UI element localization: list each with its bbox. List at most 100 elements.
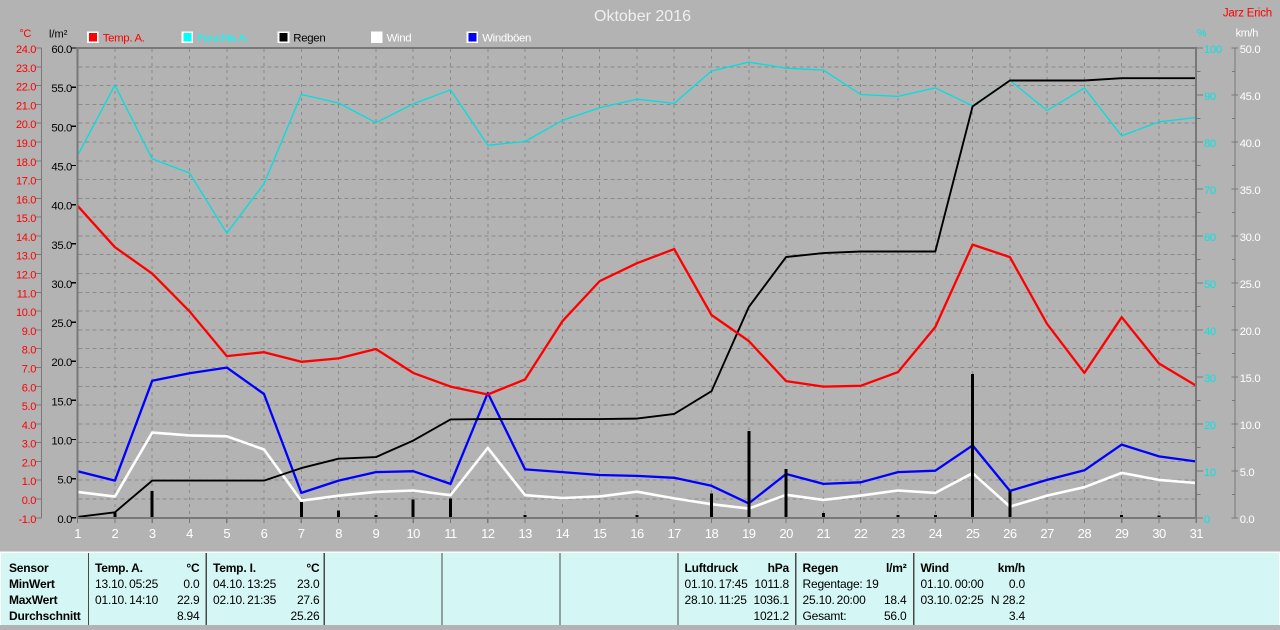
- svg-text:l/m²: l/m²: [49, 28, 68, 40]
- svg-text:5.0: 5.0: [1240, 467, 1255, 479]
- svg-text:6: 6: [261, 526, 268, 541]
- svg-text:01.10.: 01.10.: [921, 577, 953, 591]
- svg-text:Windböen: Windböen: [482, 32, 531, 44]
- svg-text:20:00: 20:00: [837, 593, 867, 607]
- svg-text:18.0: 18.0: [16, 157, 36, 169]
- svg-text:-1.0: -1.0: [18, 514, 36, 526]
- svg-text:Temp. A.: Temp. A.: [103, 32, 145, 44]
- svg-text:19.0: 19.0: [16, 138, 36, 150]
- svg-text:56.0: 56.0: [884, 609, 907, 623]
- svg-text:12: 12: [481, 526, 495, 541]
- svg-text:5.0: 5.0: [57, 475, 72, 487]
- svg-text:N 28.2: N 28.2: [991, 593, 1026, 607]
- svg-text:30: 30: [1204, 373, 1216, 385]
- svg-text:30.0: 30.0: [1240, 232, 1261, 244]
- svg-text:1011.8: 1011.8: [754, 577, 789, 591]
- svg-text:10.0: 10.0: [1240, 420, 1261, 432]
- svg-text:1: 1: [74, 526, 81, 541]
- svg-text:03.10.: 03.10.: [921, 593, 953, 607]
- svg-text:02.10.: 02.10.: [213, 593, 245, 607]
- svg-text:11: 11: [444, 526, 457, 541]
- svg-text:22: 22: [854, 526, 868, 541]
- svg-text:Oktober 2016: Oktober 2016: [594, 8, 691, 25]
- svg-text:15.0: 15.0: [1240, 373, 1261, 385]
- svg-text:24.0: 24.0: [16, 44, 36, 56]
- svg-text:40.0: 40.0: [1240, 138, 1261, 150]
- svg-text:80: 80: [1204, 138, 1216, 150]
- svg-text:MinWert: MinWert: [9, 577, 55, 591]
- svg-text:22.9: 22.9: [177, 593, 200, 607]
- svg-text:km/h: km/h: [1236, 28, 1259, 40]
- svg-text:0.0: 0.0: [1240, 514, 1255, 526]
- svg-text:3.0: 3.0: [22, 439, 36, 451]
- svg-text:27.6: 27.6: [297, 593, 320, 607]
- svg-text:2: 2: [112, 526, 119, 541]
- svg-text:3.4: 3.4: [1009, 609, 1026, 623]
- svg-text:21:35: 21:35: [247, 593, 277, 607]
- svg-text:Wind: Wind: [921, 561, 949, 575]
- svg-text:Temp. A.: Temp. A.: [95, 561, 143, 575]
- svg-text:28: 28: [1078, 526, 1092, 541]
- svg-text:2.0: 2.0: [22, 457, 36, 469]
- svg-text:10.0: 10.0: [16, 307, 36, 319]
- svg-text:20: 20: [1204, 420, 1216, 432]
- svg-text:4.0: 4.0: [22, 420, 36, 432]
- svg-text:7.0: 7.0: [22, 364, 36, 376]
- svg-text:Regen: Regen: [803, 561, 839, 575]
- svg-text:0.0: 0.0: [22, 495, 36, 507]
- svg-text:3: 3: [149, 526, 156, 541]
- svg-text:50.0: 50.0: [51, 122, 72, 134]
- svg-text:60.0: 60.0: [51, 44, 72, 56]
- svg-text:11.0: 11.0: [17, 288, 36, 300]
- svg-text:1036.1: 1036.1: [753, 593, 789, 607]
- svg-text:17:45: 17:45: [719, 577, 749, 591]
- svg-text:55.0: 55.0: [51, 83, 72, 95]
- svg-text:15: 15: [593, 526, 607, 541]
- svg-text:17: 17: [667, 526, 681, 541]
- svg-text:11:25: 11:25: [719, 593, 748, 607]
- svg-text:°C: °C: [19, 28, 31, 40]
- svg-text:5.0: 5.0: [22, 401, 36, 413]
- svg-text:8.0: 8.0: [22, 345, 36, 357]
- svg-text:9.0: 9.0: [22, 326, 36, 338]
- svg-text:13:25: 13:25: [247, 577, 277, 591]
- svg-text:17.0: 17.0: [16, 176, 36, 188]
- svg-text:13: 13: [518, 526, 532, 541]
- svg-text:30.0: 30.0: [51, 279, 72, 291]
- svg-text:50: 50: [1204, 279, 1216, 291]
- svg-text:km/h: km/h: [998, 561, 1025, 575]
- svg-text:10: 10: [406, 526, 420, 541]
- svg-text:23: 23: [891, 526, 905, 541]
- svg-text:25.26: 25.26: [290, 609, 320, 623]
- svg-text:20.0: 20.0: [51, 357, 72, 369]
- svg-text:20.0: 20.0: [1240, 326, 1261, 338]
- svg-text:Wind: Wind: [387, 32, 412, 44]
- svg-text:21: 21: [817, 526, 831, 541]
- svg-text:0.0: 0.0: [1009, 577, 1026, 591]
- svg-text:0: 0: [1204, 514, 1210, 526]
- svg-text:45.0: 45.0: [1240, 91, 1261, 103]
- svg-text:23.0: 23.0: [297, 577, 320, 591]
- svg-text:6.0: 6.0: [22, 382, 36, 394]
- svg-text:40: 40: [1204, 326, 1216, 338]
- svg-text:10: 10: [1204, 467, 1216, 479]
- svg-text:Regen: Regen: [293, 32, 325, 44]
- svg-text:05:25: 05:25: [129, 577, 159, 591]
- svg-text:Jarz Erich: Jarz Erich: [1223, 7, 1272, 19]
- svg-text:18: 18: [705, 526, 719, 541]
- svg-text:70: 70: [1204, 185, 1216, 197]
- svg-text:MaxWert: MaxWert: [9, 593, 58, 607]
- svg-text:Gesamt:: Gesamt:: [803, 609, 847, 623]
- svg-text:04.10.: 04.10.: [213, 577, 245, 591]
- svg-text:00:00: 00:00: [955, 577, 985, 591]
- svg-text:50.0: 50.0: [1240, 44, 1261, 56]
- svg-text:14: 14: [556, 526, 570, 541]
- svg-text:25: 25: [966, 526, 980, 541]
- svg-text:20.0: 20.0: [16, 119, 36, 131]
- svg-text:45.0: 45.0: [51, 161, 72, 173]
- svg-text:hPa: hPa: [768, 561, 790, 575]
- svg-text:29: 29: [1115, 526, 1129, 541]
- svg-text:Regentage: 19: Regentage: 19: [803, 577, 880, 591]
- svg-text:5: 5: [223, 526, 230, 541]
- svg-text:90: 90: [1204, 91, 1216, 103]
